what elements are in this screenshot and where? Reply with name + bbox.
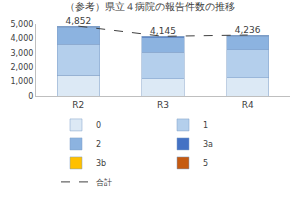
svg-text:4,000: 4,000 xyxy=(10,34,33,43)
svg-text:（参考）県立４病院の報告件数の推移: （参考）県立４病院の報告件数の推移 xyxy=(65,1,235,12)
svg-text:4,236: 4,236 xyxy=(235,25,261,35)
svg-text:3b: 3b xyxy=(96,159,106,168)
svg-text:5: 5 xyxy=(203,159,208,168)
svg-text:2: 2 xyxy=(96,140,101,149)
svg-text:R2: R2 xyxy=(72,100,84,110)
svg-text:R3: R3 xyxy=(157,100,169,110)
svg-text:5,000: 5,000 xyxy=(10,20,33,29)
svg-text:2,000: 2,000 xyxy=(10,63,33,72)
svg-text:1: 1 xyxy=(203,121,208,130)
svg-text:1,000: 1,000 xyxy=(10,77,33,86)
svg-text:0: 0 xyxy=(28,92,33,101)
svg-text:4,145: 4,145 xyxy=(150,26,176,36)
svg-text:0: 0 xyxy=(96,121,101,130)
svg-text:4,852: 4,852 xyxy=(65,16,91,26)
svg-text:R4: R4 xyxy=(242,100,254,110)
svg-text:3a: 3a xyxy=(203,140,213,149)
svg-text:合計: 合計 xyxy=(96,178,112,187)
svg-text:3,000: 3,000 xyxy=(10,49,33,58)
